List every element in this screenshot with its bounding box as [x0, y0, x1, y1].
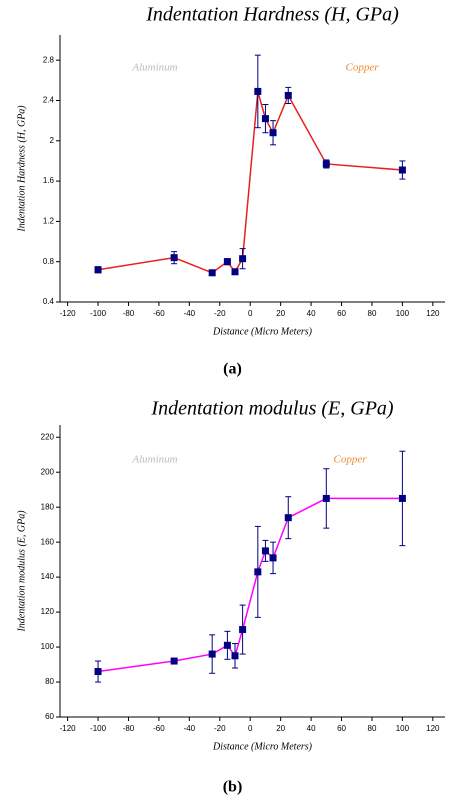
y-tick-label: 60 [45, 712, 54, 721]
marker [261, 115, 269, 123]
marker [322, 494, 330, 502]
x-tick-label: -120 [60, 724, 77, 733]
marker [254, 568, 262, 576]
y-tick-label: 160 [41, 537, 55, 546]
x-tick-label: 0 [248, 724, 253, 733]
y-tick-label: 2.8 [43, 55, 55, 64]
marker [170, 657, 178, 665]
marker [94, 668, 102, 676]
caption: (b) [223, 779, 243, 796]
marker [223, 641, 231, 649]
marker [231, 652, 239, 660]
y-tick-label: 220 [41, 432, 55, 441]
chart-title: Indentation Hardness (H, GPa) [145, 4, 399, 26]
marker [239, 626, 247, 634]
marker [254, 87, 262, 95]
marker [284, 514, 292, 522]
chart-title: Indentation modulus (E, GPa) [150, 398, 394, 420]
y-tick-label: 1.6 [43, 176, 55, 185]
x-tick-label: -60 [153, 724, 165, 733]
x-tick-label: -20 [214, 309, 226, 318]
x-tick-label: -20 [214, 724, 226, 733]
marker [398, 166, 406, 174]
marker [239, 255, 247, 263]
annotation: Copper [346, 62, 380, 74]
x-tick-label: 20 [276, 309, 285, 318]
marker [269, 554, 277, 562]
marker [398, 494, 406, 502]
x-tick-label: 60 [337, 309, 346, 318]
x-tick-label: 20 [276, 724, 285, 733]
x-tick-label: 40 [307, 724, 316, 733]
caption: (a) [223, 361, 242, 378]
marker [208, 650, 216, 658]
x-tick-label: -80 [123, 724, 135, 733]
x-tick-label: 80 [368, 724, 377, 733]
marker [170, 254, 178, 262]
x-tick-label: 80 [368, 309, 377, 318]
x-tick-label: 40 [307, 309, 316, 318]
x-tick-label: 100 [396, 724, 410, 733]
y-tick-label: 80 [45, 677, 54, 686]
y-tick-label: 2.4 [43, 96, 55, 105]
marker [284, 91, 292, 99]
x-axis-label: Distance (Micro Meters) [212, 741, 313, 752]
marker [261, 547, 269, 555]
y-tick-label: 1.2 [43, 217, 55, 226]
annotation: Aluminum [131, 454, 177, 466]
y-tick-label: 0.8 [43, 257, 55, 266]
marker [223, 258, 231, 266]
marker [208, 269, 216, 277]
y-tick-label: 120 [41, 607, 55, 616]
data-line [97, 497, 403, 673]
y-axis-label: Indentation modulus (E, GPa) [16, 510, 27, 633]
x-axis-label: Distance (Micro Meters) [212, 326, 313, 337]
x-tick-label: 60 [337, 724, 346, 733]
marker [231, 268, 239, 276]
x-tick-label: -100 [90, 724, 107, 733]
marker [269, 129, 277, 137]
x-tick-label: 0 [248, 309, 253, 318]
y-tick-label: 100 [41, 642, 55, 651]
annotation: Copper [334, 454, 368, 466]
x-tick-label: -40 [184, 724, 196, 733]
x-tick-label: 100 [396, 309, 410, 318]
x-tick-label: 120 [426, 309, 440, 318]
x-tick-label: -120 [60, 309, 77, 318]
y-tick-label: 2 [50, 136, 55, 145]
marker [322, 160, 330, 168]
y-tick-label: 180 [41, 502, 55, 511]
x-tick-label: -80 [123, 309, 135, 318]
y-tick-label: 0.4 [43, 297, 55, 306]
marker [94, 266, 102, 274]
y-tick-label: 140 [41, 572, 55, 581]
annotation: Aluminum [131, 62, 177, 74]
y-axis-label: Indentation Hardness (H, GPa) [16, 105, 27, 233]
x-tick-label: -60 [153, 309, 165, 318]
x-tick-label: -40 [184, 309, 196, 318]
x-tick-label: -100 [90, 309, 107, 318]
x-tick-label: 120 [426, 724, 440, 733]
y-tick-label: 200 [41, 467, 55, 476]
data-line [97, 91, 403, 274]
